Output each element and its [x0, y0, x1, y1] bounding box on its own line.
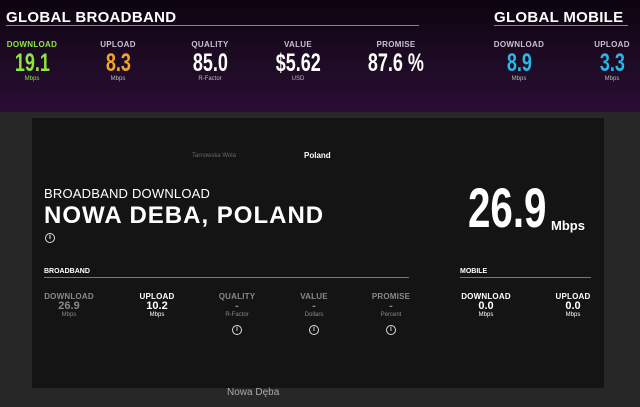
stat-unit: USD — [291, 76, 305, 82]
stat-label: DOWNLOAD — [493, 40, 545, 49]
stat-unit: Percent — [380, 312, 402, 318]
stat-value: 19.1 — [14, 49, 50, 77]
broadband-promise: PROMISE - Percent i — [356, 292, 426, 336]
map-label-town: Nowa Dęba — [227, 387, 280, 398]
global-mobile-download: DOWNLOAD 8.9 Mbps — [479, 40, 559, 82]
global-mobile-title: GLOBAL MOBILE — [494, 9, 624, 26]
stat-value: 3.3 — [599, 49, 625, 77]
stat-unit: Dollars — [304, 312, 324, 318]
stat-value: 85.0 — [192, 49, 228, 77]
stat-unit: Mbps — [565, 312, 581, 318]
stat-value: - — [389, 300, 393, 312]
global-mobile-upload: UPLOAD 3.3 Mbps — [572, 40, 640, 82]
stat-value: 87.6 % — [367, 49, 425, 77]
stat-value: - — [312, 300, 316, 312]
mobile-upload: UPLOAD 0.0 Mbps — [538, 292, 608, 318]
stat-unit: Mbps — [61, 312, 77, 318]
stat-unit: Mbps — [110, 76, 126, 82]
stat-value: 26.9 — [58, 300, 80, 312]
stat-value: 8.9 — [506, 49, 532, 77]
broadband-quality: QUALITY - R-Factor i — [202, 292, 272, 336]
stat-label: DOWNLOAD — [461, 292, 511, 301]
global-stats-header: GLOBAL BROADBAND GLOBAL MOBILE DOWNLOAD … — [0, 0, 640, 112]
global-broadband-download: DOWNLOAD 19.1 Mbps — [0, 40, 72, 82]
divider — [494, 25, 628, 26]
broadband-upload: UPLOAD 10.2 Mbps — [122, 292, 192, 318]
stat-label: PROMISE — [376, 40, 416, 49]
stat-label: UPLOAD — [100, 40, 136, 49]
stat-unit: R-Factor — [198, 76, 222, 82]
stat-unit: R-Factor — [225, 312, 249, 318]
stat-value: $5.62 — [275, 49, 321, 77]
stat-label: VALUE — [283, 40, 313, 49]
mobile-section-title: MOBILE — [460, 268, 488, 275]
stat-label: PROMISE — [371, 292, 411, 301]
location-detail-panel — [32, 118, 604, 388]
stat-unit: Mbps — [511, 76, 527, 82]
info-icon[interactable]: i — [45, 233, 55, 243]
stat-unit: Mbps — [149, 312, 165, 318]
stat-value: 8.3 — [105, 49, 131, 77]
stat-label: DOWNLOAD — [44, 292, 94, 301]
detail-title: NOWA DEBA, POLAND — [44, 202, 325, 229]
stat-unit: Mbps — [604, 76, 620, 82]
stat-value: 0.0 — [478, 300, 494, 312]
global-broadband-title: GLOBAL BROADBAND — [6, 9, 177, 26]
broadband-section-title: BROADBAND — [44, 268, 90, 275]
info-icon[interactable]: i — [309, 325, 319, 335]
stat-unit: Mbps — [478, 312, 494, 318]
broadband-value: VALUE - Dollars i — [279, 292, 349, 336]
divider — [6, 25, 419, 26]
stat-label: VALUE — [300, 292, 328, 301]
stat-label: QUALITY — [218, 292, 256, 301]
global-broadband-value: VALUE $5.62 USD — [258, 40, 338, 82]
global-broadband-quality: QUALITY 85.0 R-Factor — [170, 40, 250, 82]
info-icon[interactable]: i — [386, 325, 396, 335]
detail-subtitle: BROADBAND DOWNLOAD — [44, 186, 211, 201]
stat-label: UPLOAD — [139, 292, 175, 301]
divider — [44, 277, 409, 278]
big-value: 26.9 — [468, 176, 547, 239]
big-unit: Mbps — [551, 218, 585, 233]
stat-value: - — [235, 300, 239, 312]
stat-label: UPLOAD — [594, 40, 630, 49]
map-label-town: Tarnowska Wola — [192, 153, 236, 159]
global-broadband-upload: UPLOAD 8.3 Mbps — [78, 40, 158, 82]
stat-label: DOWNLOAD — [6, 40, 58, 49]
global-broadband-promise: PROMISE 87.6 % — [356, 40, 436, 76]
broadband-download: DOWNLOAD 26.9 Mbps — [34, 292, 104, 318]
info-icon[interactable]: i — [232, 325, 242, 335]
divider — [460, 277, 591, 278]
stat-unit: Mbps — [24, 76, 40, 82]
mobile-download: DOWNLOAD 0.0 Mbps — [451, 292, 521, 318]
map-label-country: Poland — [304, 151, 331, 160]
stat-label: QUALITY — [191, 40, 229, 49]
stat-label: UPLOAD — [555, 292, 591, 301]
stat-value: 10.2 — [146, 300, 168, 312]
stat-value: 0.0 — [565, 300, 581, 312]
